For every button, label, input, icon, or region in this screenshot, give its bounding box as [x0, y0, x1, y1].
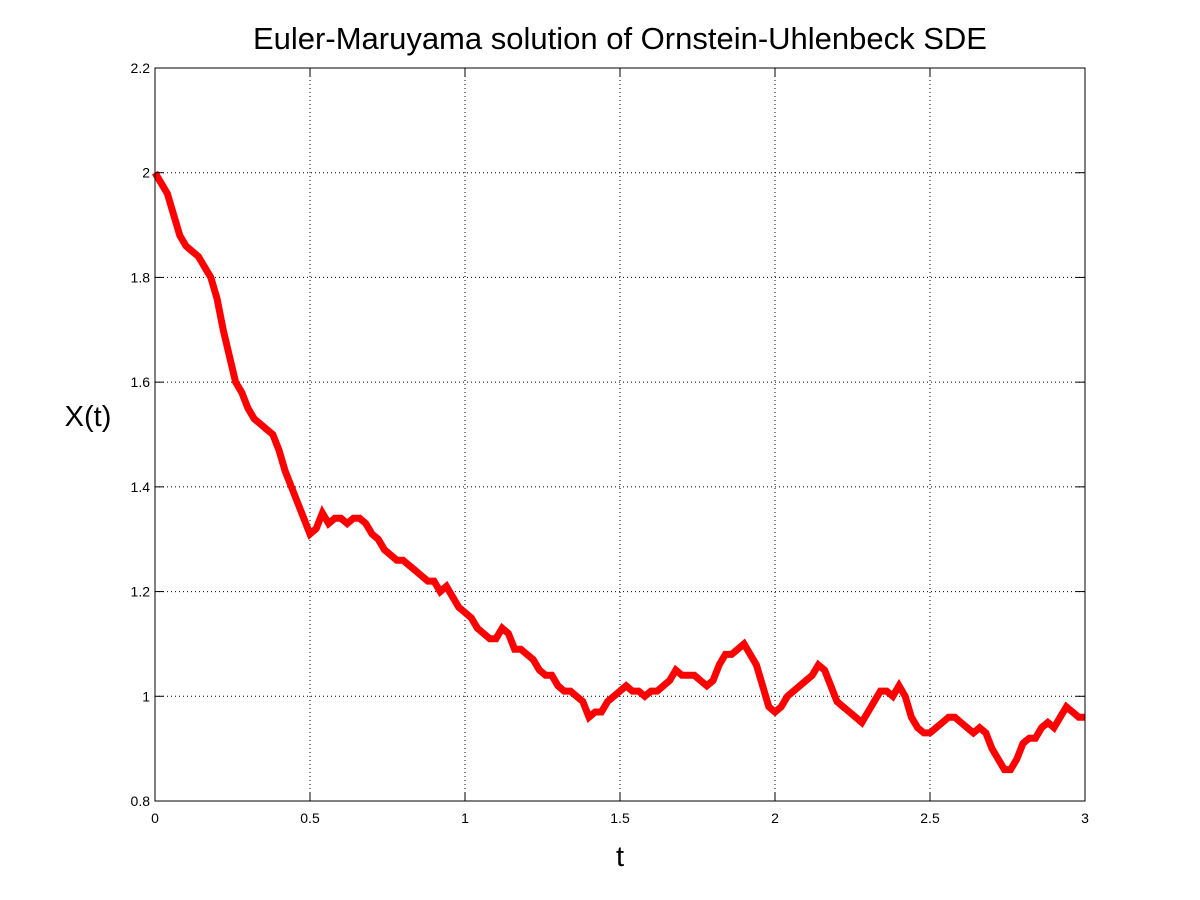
ticks: 0 0.5 1 1.5 2 2.5 3 0.8 1 1.2 1.4 1.6 1.8 2 2.2 — [131, 60, 1090, 826]
x-tick-label: 1 — [461, 810, 469, 826]
x-tick-label: 3 — [1081, 810, 1089, 826]
x-tick-label: 0 — [151, 810, 159, 826]
y-tick-label: 1.6 — [131, 374, 151, 390]
x-tick-label: 1.5 — [610, 810, 630, 826]
y-tick-label: 1 — [142, 688, 150, 704]
grid — [155, 68, 1085, 801]
chart-title: Euler-Maruyama solution of Ornstein-Uhle… — [253, 21, 987, 56]
x-tick-label: 2.5 — [920, 810, 940, 826]
y-tick-label: 2 — [142, 165, 150, 181]
y-tick-label: 1.8 — [131, 269, 151, 285]
series-line — [151, 170, 1085, 774]
y-tick-label: 1.2 — [131, 584, 151, 600]
x-tick-label: 0.5 — [300, 810, 320, 826]
series-layer — [151, 170, 1085, 774]
y-axis-label: X(t) — [65, 401, 112, 433]
x-axis-label: t — [616, 841, 624, 873]
plot-area — [155, 68, 1085, 801]
x-tick-label: 2 — [771, 810, 779, 826]
y-tick-label: 2.2 — [131, 60, 151, 76]
y-tick-label: 1.4 — [131, 479, 151, 495]
y-tick-label: 0.8 — [131, 793, 151, 809]
